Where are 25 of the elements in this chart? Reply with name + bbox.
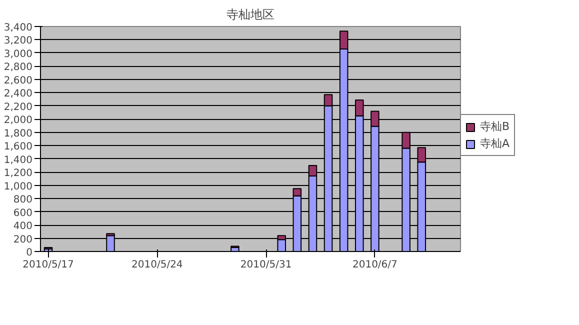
y-tick-label: 1,800: [4, 128, 33, 140]
y-tick-label: 200: [13, 234, 33, 246]
legend-label: 寺杣A: [480, 136, 510, 151]
y-tick-label: 1,000: [4, 181, 33, 192]
y-tick-label: 2,400: [4, 88, 33, 100]
y-tick-label: 0: [26, 248, 33, 258]
y-tick-label: 400: [13, 221, 33, 232]
chart-title: 寺杣地区: [226, 8, 274, 22]
x-tick-label: 2010/6/7: [352, 260, 398, 270]
y-tick-label: 2,800: [4, 62, 33, 74]
y-tick-label: 2,600: [4, 75, 33, 86]
y-tick-label: 3,000: [4, 48, 33, 60]
y-tick-label: 2,000: [4, 115, 33, 126]
y-tick-label: 3,200: [4, 36, 33, 47]
y-tick-label: 2,200: [4, 102, 33, 113]
y-tick-label: 800: [13, 194, 33, 206]
y-tick-label: 3,400: [4, 22, 33, 34]
legend-label: 寺杣B: [480, 119, 510, 134]
y-tick-label: 1,400: [4, 154, 33, 166]
x-tick-label: 2010/5/31: [240, 260, 292, 270]
x-tick-label: 2010/5/24: [132, 260, 183, 270]
y-tick-label: 600: [13, 208, 33, 219]
y-tick-label: 1,600: [4, 142, 33, 153]
y-tick-label: 1,200: [4, 168, 33, 180]
x-tick-label: 2010/5/17: [22, 260, 74, 270]
